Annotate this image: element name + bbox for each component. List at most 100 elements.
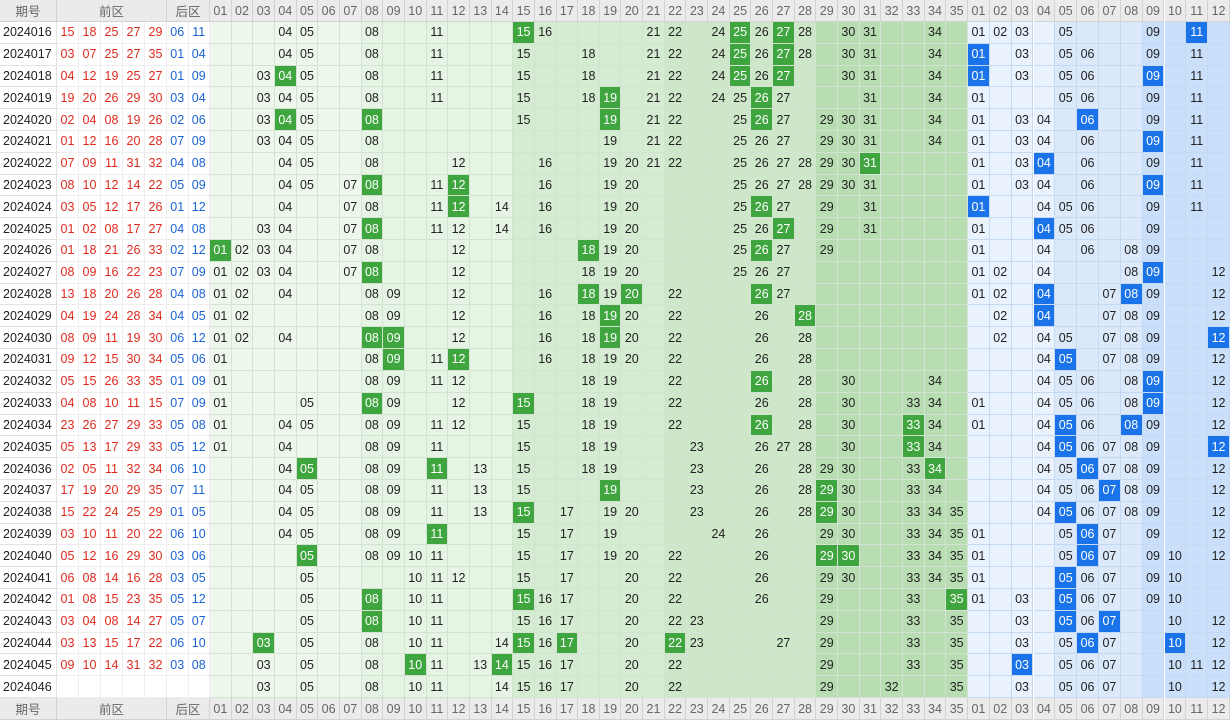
- front-hit: 29: [816, 479, 839, 502]
- header-front-num: 19: [599, 0, 622, 22]
- front-cell: [253, 305, 275, 328]
- front-cell: 30: [838, 567, 860, 589]
- front-cell: [881, 392, 904, 415]
- front-cell: 11: [426, 501, 449, 524]
- header-front-num: 03: [253, 0, 275, 22]
- front-cell: 08: [361, 370, 384, 393]
- front-cell: [903, 676, 925, 698]
- front-draw: 14: [123, 610, 145, 633]
- front-cell: [339, 632, 362, 655]
- front-cell: [729, 545, 752, 568]
- front-cell: [859, 327, 882, 350]
- front-draw: 14: [123, 174, 145, 197]
- front-cell: [859, 414, 882, 437]
- back-cell: [1055, 109, 1078, 132]
- back-cell: 11: [1186, 43, 1209, 66]
- front-cell: [924, 152, 947, 175]
- front-cell: [686, 327, 709, 350]
- front-cell: [924, 327, 947, 350]
- front-cell: [469, 196, 492, 219]
- back-hit: 06: [1077, 523, 1099, 546]
- front-cell: [469, 327, 492, 350]
- front-cell: [491, 610, 514, 633]
- issue: 2024035: [0, 436, 57, 459]
- front-cell: [621, 43, 644, 66]
- front-cell: 20: [621, 218, 644, 241]
- empty-cell: [57, 676, 79, 698]
- front-cell: [404, 87, 427, 110]
- front-cell: [274, 305, 297, 328]
- front-cell: 04: [274, 87, 297, 110]
- front-draw: 15: [101, 632, 123, 655]
- front-hit: 14: [491, 654, 514, 677]
- front-cell: [469, 240, 492, 262]
- front-draw: 32: [123, 458, 145, 480]
- front-cell: [318, 676, 340, 698]
- footer-front-num: 33: [903, 698, 925, 720]
- front-cell: [404, 131, 427, 153]
- back-cell: [1120, 152, 1143, 175]
- front-cell: 03: [253, 240, 275, 262]
- front-cell: [556, 109, 579, 132]
- front-cell: [339, 588, 362, 611]
- front-cell: 03: [253, 676, 275, 698]
- front-cell: [318, 174, 340, 197]
- front-draw: 16: [101, 131, 123, 153]
- header-front-num: 12: [448, 0, 470, 22]
- back-cell: [968, 501, 990, 524]
- front-cell: [794, 676, 817, 698]
- front-cell: [729, 436, 752, 459]
- front-cell: 29: [816, 174, 839, 197]
- header-front-num: 27: [773, 0, 795, 22]
- front-cell: [903, 261, 925, 284]
- front-draw: 29: [123, 436, 145, 459]
- front-cell: 34: [924, 436, 947, 459]
- front-cell: [859, 305, 882, 328]
- front-cell: 05: [296, 654, 319, 677]
- back-hit: 01: [968, 65, 990, 88]
- back-cell: 06: [1077, 152, 1099, 175]
- back-cell: 07: [1099, 458, 1121, 480]
- footer-front-num: 02: [231, 698, 254, 720]
- front-cell: 20: [621, 240, 644, 262]
- front-cell: [534, 479, 557, 502]
- front-cell: [253, 479, 275, 502]
- back-cell: [1033, 65, 1056, 88]
- front-cell: 05: [296, 588, 319, 611]
- back-cell: 01: [968, 240, 990, 262]
- front-draw: 23: [57, 414, 79, 437]
- front-cell: 10: [404, 588, 427, 611]
- front-cell: 15: [513, 654, 535, 677]
- footer-front-num: 28: [794, 698, 817, 720]
- front-cell: [318, 436, 340, 459]
- front-draw: 32: [145, 152, 167, 175]
- front-cell: 03: [253, 261, 275, 284]
- back-cell: 04: [1033, 327, 1056, 350]
- front-cell: 19: [599, 370, 622, 393]
- front-cell: [534, 261, 557, 284]
- front-cell: [426, 261, 449, 284]
- front-cell: [643, 523, 665, 546]
- front-cell: 18: [578, 436, 600, 459]
- front-cell: 24: [708, 523, 730, 546]
- back-hit: 08: [1120, 283, 1143, 306]
- back-cell: [989, 632, 1012, 655]
- back-cell: 07: [1099, 436, 1121, 459]
- front-cell: 17: [556, 567, 579, 589]
- front-cell: [469, 436, 492, 459]
- front-draw: 04: [57, 65, 79, 88]
- front-cell: [274, 567, 297, 589]
- front-cell: [231, 610, 254, 633]
- back-cell: 03: [1011, 174, 1034, 197]
- front-cell: [686, 676, 709, 698]
- front-cell: 09: [383, 479, 405, 502]
- back-cell: [1077, 283, 1099, 306]
- front-cell: [339, 523, 362, 546]
- front-cell: [513, 131, 535, 153]
- back-cell: [1099, 196, 1121, 219]
- front-draw: 26: [101, 370, 123, 393]
- front-cell: [859, 501, 882, 524]
- front-cell: [274, 545, 297, 568]
- header-front-num: 05: [296, 0, 319, 22]
- front-hit: 11: [426, 458, 449, 480]
